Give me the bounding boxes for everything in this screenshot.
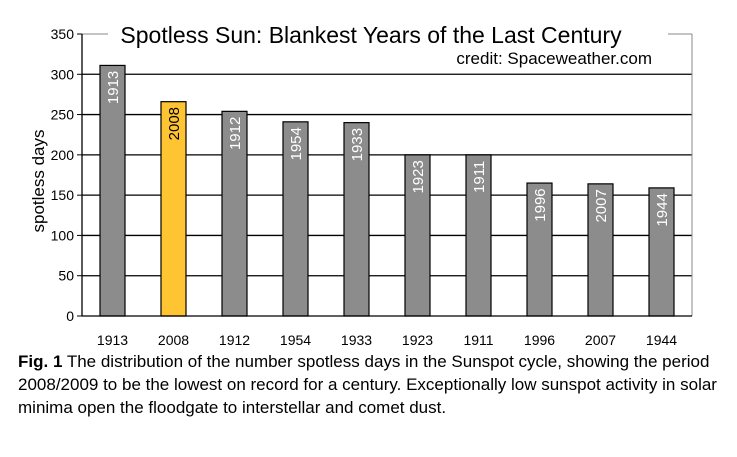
bar-chart: Spotless Sun: Blankest Years of the Last… (29, 22, 693, 345)
y-tick-label: 300 (51, 66, 75, 82)
y-tick-label: 150 (51, 187, 75, 203)
y-tick-label: 50 (58, 268, 74, 284)
x-tick-label: 1996 (524, 332, 555, 345)
bar-1944 (648, 187, 675, 317)
x-tick-label: 1913 (97, 332, 128, 345)
y-tick-label: 0 (66, 308, 74, 324)
x-tick-label: 1923 (402, 332, 433, 345)
bar-1923 (404, 154, 431, 317)
y-tick-label: 200 (51, 147, 75, 163)
y-tick-label: 100 (51, 227, 75, 243)
caption-label: Fig. 1 (18, 352, 63, 371)
chart-credit: credit: Spaceweather.com (456, 49, 652, 68)
bar-label: 2008 (166, 107, 183, 140)
bar-1911 (465, 154, 492, 317)
y-axis-label: spotless days (29, 130, 48, 233)
bar-label: 1911 (471, 161, 488, 193)
bar-label: 2007 (593, 189, 610, 222)
bar-label: 1923 (410, 160, 427, 193)
x-tick-label: 2008 (158, 332, 189, 345)
x-tick-label: 2007 (585, 332, 616, 345)
bar-label: 1944 (654, 193, 671, 226)
y-tick-label: 350 (51, 26, 75, 42)
bar-label: 1913 (105, 71, 122, 104)
x-tick-label: 1912 (219, 332, 250, 345)
x-tick-label: 1944 (646, 332, 677, 345)
bar-label: 1933 (349, 128, 366, 161)
x-tick-label: 1954 (280, 332, 311, 345)
bar-2008 (160, 101, 187, 317)
x-tick-label: 1911 (463, 332, 493, 345)
x-tick-label: 1933 (341, 332, 372, 345)
y-tick-label: 250 (51, 107, 75, 123)
chart-title: Spotless Sun: Blankest Years of the Last… (120, 22, 622, 48)
bar-label: 1912 (227, 117, 244, 150)
bar-label: 1954 (288, 127, 305, 160)
figure-caption: Fig. 1 The distribution of the number sp… (18, 350, 723, 419)
bar-1933 (343, 122, 370, 317)
bar-1912 (221, 110, 248, 317)
bar-label: 1996 (532, 188, 549, 221)
bar-1996 (526, 182, 553, 317)
caption-text: The distribution of the number spotless … (18, 352, 717, 417)
